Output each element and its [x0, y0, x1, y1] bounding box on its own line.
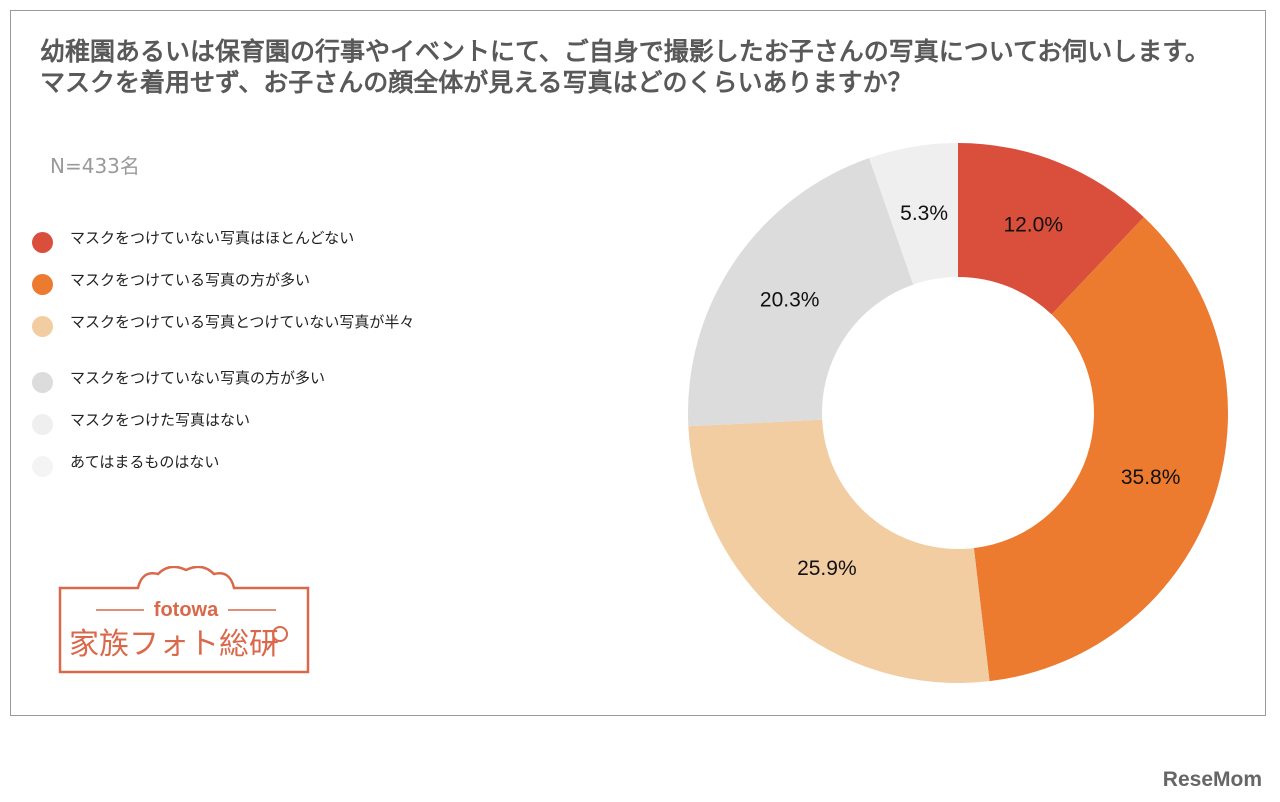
legend-label: マスクをつけている写真とつけていない写真が半々 — [70, 313, 415, 331]
donut-slice — [869, 143, 958, 285]
legend-swatch — [32, 274, 53, 295]
legend-label: マスクをつけた写真はない — [70, 411, 251, 429]
legend-label: マスクをつけていない写真の方が多い — [70, 369, 326, 387]
donut-slice — [958, 143, 1144, 315]
legend-label: マスクをつけている写真の方が多い — [70, 271, 311, 289]
donut-slice — [973, 217, 1228, 682]
slice-value-label: 5.3% — [900, 202, 948, 225]
legend-item: あてはまるものはない — [32, 452, 462, 494]
legend-item: マスクをつけている写真とつけていない写真が半々 — [32, 312, 462, 368]
chart-title: 幼稚園あるいは保育園の行事やイベントにて、ご自身で撮影したお子さんの写真について… — [40, 37, 1210, 97]
legend-swatch — [32, 232, 53, 253]
logo-name: 家族フォト総研 — [69, 627, 279, 662]
legend-item: マスクをつけている写真の方が多い — [32, 270, 462, 312]
legend-item: マスクをつけていない写真はほとんどない — [32, 228, 462, 270]
resemom-watermark: ReseMom — [1162, 768, 1262, 791]
slice-value-label: 20.3% — [760, 289, 820, 312]
legend-label: マスクをつけていない写真はほとんどない — [70, 229, 355, 247]
magnifier-icon — [272, 626, 288, 642]
legend-swatch — [32, 414, 53, 435]
legend-swatch — [32, 316, 53, 337]
legend-item: マスクをつけていない写真の方が多い — [32, 368, 462, 410]
legend-swatch — [32, 456, 53, 477]
legend-swatch — [32, 372, 53, 393]
legend: マスクをつけていない写真はほとんどない マスクをつけている写真の方が多い マスクをつ… — [32, 228, 462, 494]
donut-slice — [688, 419, 990, 684]
donut-slice — [688, 158, 914, 427]
sample-size: N=433名 — [50, 154, 140, 178]
donut-slices — [688, 143, 1228, 684]
slice-value-label: 25.9% — [797, 557, 857, 580]
donut-chart: 12.0% 35.8% 25.9% 20.3% 5.3% — [688, 143, 1228, 684]
legend-item: マスクをつけた写真はない — [32, 410, 462, 452]
fotowa-logo: fotowa 家族フォト総研 — [58, 566, 310, 674]
donut-labels: 12.0% 35.8% 25.9% 20.3% 5.3% — [760, 202, 1180, 580]
logo-brand: fotowa — [154, 599, 219, 621]
legend-label: あてはまるものはない — [70, 453, 220, 471]
slice-value-label: 35.8% — [1121, 466, 1181, 489]
slice-value-label: 12.0% — [1003, 213, 1063, 236]
